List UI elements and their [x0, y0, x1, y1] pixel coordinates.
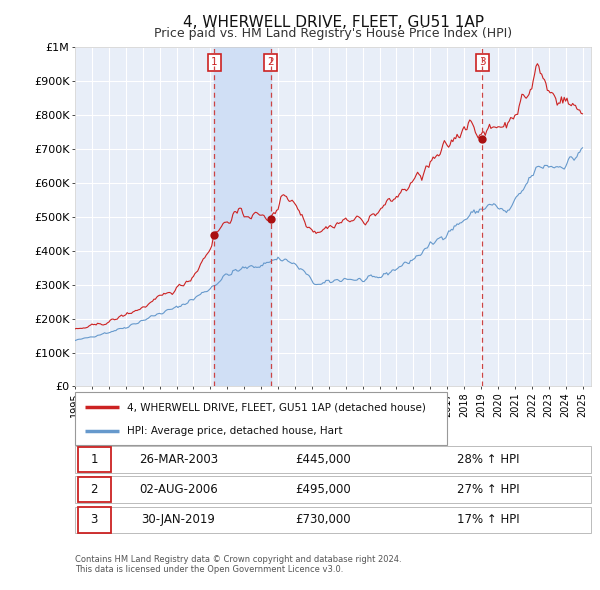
Text: 28% ↑ HPI: 28% ↑ HPI [457, 453, 520, 466]
Text: 3: 3 [479, 57, 485, 67]
FancyBboxPatch shape [77, 447, 111, 472]
FancyBboxPatch shape [75, 477, 591, 503]
Text: £445,000: £445,000 [295, 453, 350, 466]
Text: 26-MAR-2003: 26-MAR-2003 [139, 453, 218, 466]
Text: 30-JAN-2019: 30-JAN-2019 [141, 513, 215, 526]
FancyBboxPatch shape [75, 446, 591, 473]
Text: 1: 1 [91, 453, 98, 466]
Text: HPI: Average price, detached house, Hart: HPI: Average price, detached house, Hart [127, 425, 342, 435]
FancyBboxPatch shape [77, 507, 111, 533]
FancyBboxPatch shape [77, 477, 111, 503]
Text: 4, WHERWELL DRIVE, FLEET, GU51 1AP: 4, WHERWELL DRIVE, FLEET, GU51 1AP [182, 15, 484, 30]
Text: £495,000: £495,000 [295, 483, 350, 496]
Text: 27% ↑ HPI: 27% ↑ HPI [457, 483, 520, 496]
FancyBboxPatch shape [75, 507, 591, 533]
Text: 17% ↑ HPI: 17% ↑ HPI [457, 513, 520, 526]
Text: 2: 2 [268, 57, 274, 67]
Text: 4, WHERWELL DRIVE, FLEET, GU51 1AP (detached house): 4, WHERWELL DRIVE, FLEET, GU51 1AP (deta… [127, 402, 425, 412]
Bar [214, 47, 271, 386]
Text: 3: 3 [91, 513, 98, 526]
Text: £730,000: £730,000 [295, 513, 350, 526]
Text: 2: 2 [91, 483, 98, 496]
Text: 1: 1 [211, 57, 217, 67]
Text: Contains HM Land Registry data © Crown copyright and database right 2024.
This d: Contains HM Land Registry data © Crown c… [75, 555, 401, 574]
FancyBboxPatch shape [75, 392, 446, 445]
Text: 02-AUG-2006: 02-AUG-2006 [139, 483, 218, 496]
Text: Price paid vs. HM Land Registry's House Price Index (HPI): Price paid vs. HM Land Registry's House … [154, 27, 512, 40]
